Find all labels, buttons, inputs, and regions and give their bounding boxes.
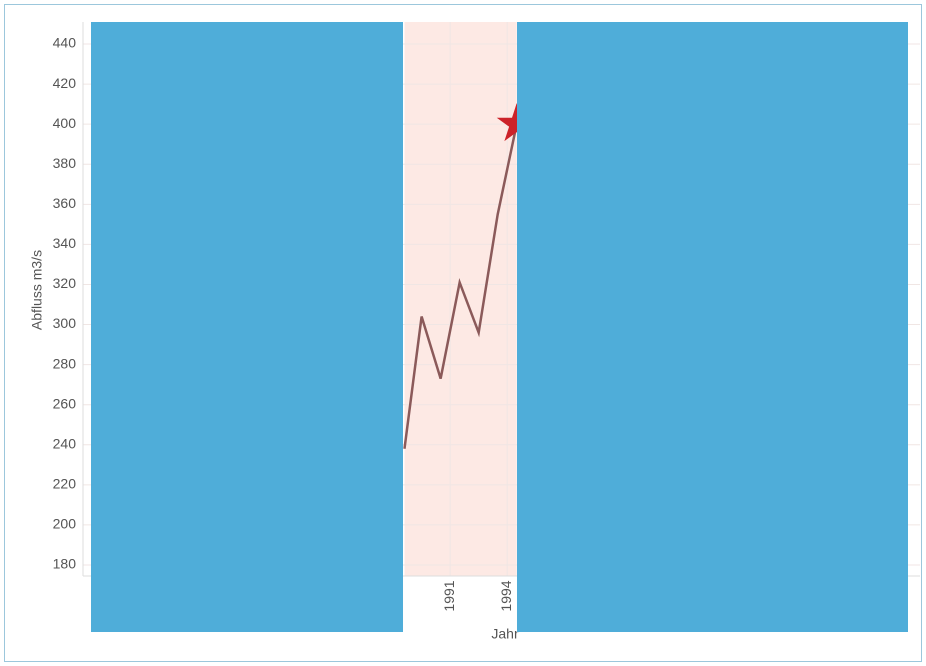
x-axis-label: Jahr xyxy=(491,626,519,642)
y-tick-label: 240 xyxy=(53,435,77,451)
y-tick-label: 180 xyxy=(53,556,77,572)
star-marker xyxy=(496,103,537,142)
y-tick-label: 440 xyxy=(53,35,77,51)
y-tick-label: 280 xyxy=(53,355,77,371)
line xyxy=(403,123,518,449)
y-tick-label: 260 xyxy=(53,395,77,411)
y-tick-label: 340 xyxy=(53,235,77,251)
x-tick-label: 1994 xyxy=(498,580,514,611)
y-tick-label: 360 xyxy=(53,195,77,211)
y-tick-label: 220 xyxy=(53,476,77,492)
x-tick-label: 1991 xyxy=(441,580,457,611)
y-axis-label: Abfluss m3/s xyxy=(29,250,45,330)
frame xyxy=(4,4,922,662)
overlay-panel xyxy=(517,22,908,632)
y-tick-label: 320 xyxy=(53,275,77,291)
y-tick-label: 380 xyxy=(53,155,77,171)
overlay-panel xyxy=(91,22,403,632)
y-tick-label: 200 xyxy=(53,516,77,532)
y-tick-label: 300 xyxy=(53,315,77,331)
highlight-band xyxy=(404,22,517,576)
y-tick-label: 400 xyxy=(53,115,77,131)
y-tick-label: 420 xyxy=(53,75,77,91)
